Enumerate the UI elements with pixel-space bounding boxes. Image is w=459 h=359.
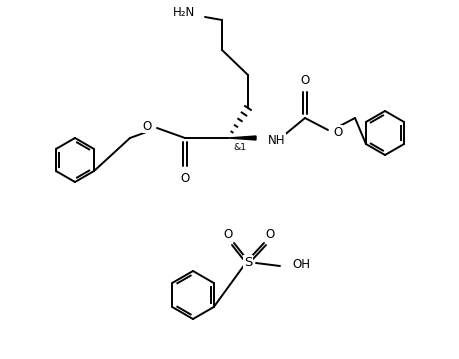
Text: O: O [265,228,274,241]
Text: &1: &1 [233,144,246,153]
Text: O: O [300,74,310,87]
Text: O: O [224,228,233,241]
Text: O: O [143,120,152,132]
Text: O: O [180,173,190,186]
Text: H₂N: H₂N [173,6,195,19]
Text: S: S [244,256,252,269]
Text: NH: NH [268,134,285,146]
Polygon shape [228,136,256,140]
Text: OH: OH [292,258,310,271]
Text: O: O [333,126,342,139]
